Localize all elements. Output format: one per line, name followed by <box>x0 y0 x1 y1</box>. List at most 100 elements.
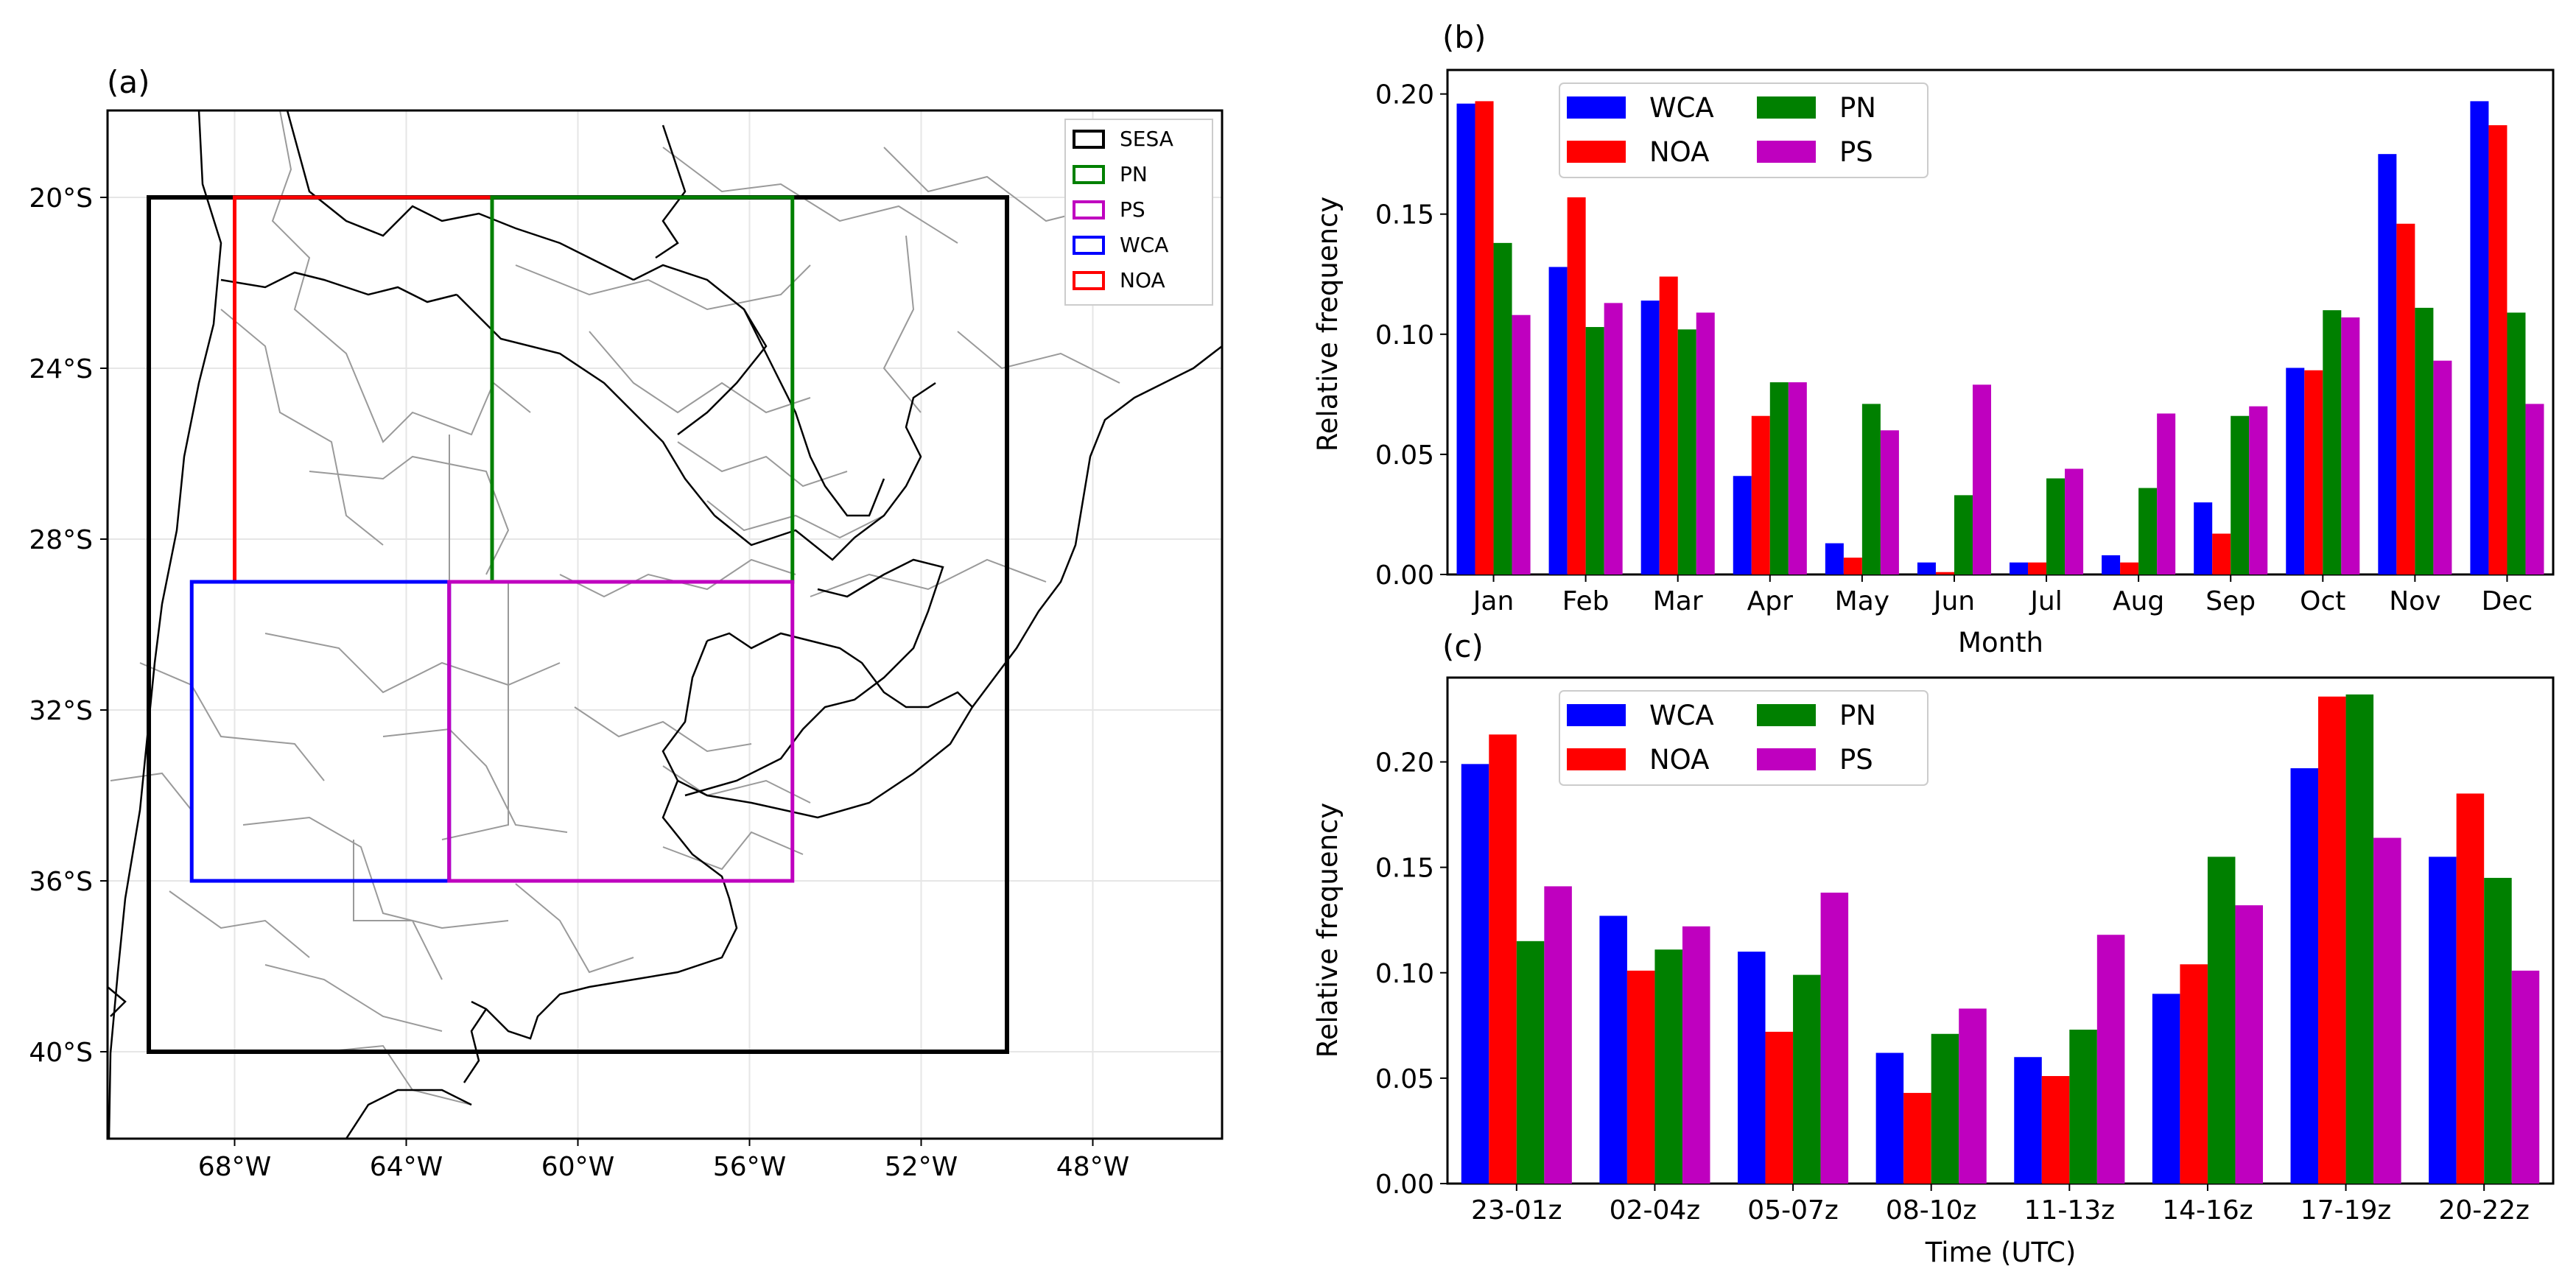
bar-noa-oct <box>2304 370 2323 574</box>
map-frame <box>106 109 1224 1140</box>
legend-label-noa: NOA <box>1649 744 1709 776</box>
bar-wca-oct <box>2286 368 2305 574</box>
bar-wca-jun <box>1917 562 1936 574</box>
bar-ps-oct <box>2341 317 2360 574</box>
legend-swatch-noa <box>1567 141 1626 163</box>
legend-swatch-ps <box>1757 141 1816 163</box>
bar-pn-08-10z <box>1931 1033 1959 1184</box>
bar-ps-sep <box>2249 406 2268 574</box>
map-legend-swatch-pn <box>1073 165 1105 184</box>
bar-pn-05-07z <box>1793 974 1821 1184</box>
y-tick-label: 0.15 <box>1375 200 1434 231</box>
x-tick-label: 17-19z <box>2300 1195 2392 1226</box>
legend-swatch-pn <box>1757 96 1816 119</box>
map-legend-swatch-wca <box>1073 236 1105 255</box>
bar-ps-may <box>1880 430 1899 574</box>
bar-wca-jul <box>2010 562 2029 574</box>
map-legend-label-pn: PN <box>1120 162 1148 186</box>
panel-a-label: (a) <box>107 64 150 100</box>
y-tick-label: 0.20 <box>1375 80 1434 110</box>
bar-noa-sep <box>2212 533 2231 574</box>
legend-label-noa: NOA <box>1649 136 1709 168</box>
map-y-tick-label: 24°S <box>29 354 93 384</box>
chart-b-legend-box <box>1559 82 1929 178</box>
bar-noa-aug <box>2120 562 2139 574</box>
y-tick-label: 0.05 <box>1375 440 1434 471</box>
bar-wca-sep <box>2194 502 2213 574</box>
x-tick-label: 08-10z <box>1886 1195 1977 1226</box>
map-legend-swatch-sesa <box>1073 130 1105 149</box>
y-tick-label: 0.10 <box>1375 959 1434 989</box>
map-legend-swatch-ps <box>1073 200 1105 219</box>
bar-ps-05-07z <box>1820 892 1849 1184</box>
x-tick-label: 05-07z <box>1747 1195 1839 1226</box>
x-tick-label: 11-13z <box>2024 1195 2116 1226</box>
map-legend-label-ps: PS <box>1120 197 1145 222</box>
bar-chart-hourly: (c) Relative frequency Time (UTC) 0.000.… <box>1312 628 2555 1268</box>
y-tick-label: 0.20 <box>1375 748 1434 778</box>
bar-wca-14-16z <box>2152 994 2180 1184</box>
bar-pn-aug <box>2138 488 2158 574</box>
bar-ps-20-22z <box>2511 970 2540 1184</box>
map-y-tick-label: 20°S <box>29 183 93 214</box>
panel-c-label: (c) <box>1442 628 1484 664</box>
y-tick-label: 0.00 <box>1375 1170 1434 1200</box>
map-y-tick-label: 36°S <box>29 867 93 897</box>
bar-noa-nov <box>2396 223 2415 574</box>
panel-b-xlabel: Month <box>1958 627 2043 658</box>
map-legend-label-sesa: SESA <box>1120 127 1173 151</box>
chart-b-frame <box>1446 68 2555 576</box>
bar-noa-dec <box>2488 125 2507 574</box>
chart-c-plot: 0.00 0.05 0.10 0.15 0.20 23-01z 02-04z 05-07z 08… <box>1375 676 2555 1226</box>
bar-wca-02-04z <box>1599 915 1627 1184</box>
bar-wca-may <box>1825 543 1844 574</box>
bar-ps-11-13z <box>2096 935 2125 1184</box>
bar-noa-feb <box>1567 197 1586 574</box>
x-tick-label: Nov <box>2389 586 2440 616</box>
panel-b-ylabel: Relative frequency <box>1312 197 1344 452</box>
bar-noa-17-19z <box>2318 696 2346 1184</box>
bar-pn-dec <box>2507 312 2526 574</box>
x-tick-label: Mar <box>1653 586 1703 616</box>
bar-pn-oct <box>2323 310 2342 574</box>
chart-c-frame <box>1446 676 2555 1185</box>
bar-wca-11-13z <box>2014 1057 2042 1184</box>
x-tick-label: 20-22z <box>2438 1195 2530 1226</box>
bar-noa-jul <box>2028 562 2047 574</box>
bar-wca-08-10z <box>1875 1052 1904 1184</box>
y-tick-label: 0.15 <box>1375 854 1434 884</box>
bar-wca-20-22z <box>2429 857 2457 1184</box>
x-tick-label: Jun <box>1932 586 1975 616</box>
bar-noa-jan <box>1475 101 1494 574</box>
bar-wca-apr <box>1733 476 1752 574</box>
bar-wca-dec <box>2470 101 2489 574</box>
x-tick-label: Feb <box>1562 586 1610 616</box>
map-x-tick-label: 60°W <box>541 1152 614 1182</box>
legend-label-wca: WCA <box>1649 92 1714 124</box>
bar-pn-20-22z <box>2484 877 2512 1184</box>
map-y-tick-label: 28°S <box>29 525 93 555</box>
map-legend-label-wca: WCA <box>1120 233 1168 257</box>
map-x-tick-label: 64°W <box>370 1152 443 1182</box>
map-x-tick-label: 68°W <box>198 1152 271 1182</box>
x-tick-label: Dec <box>2482 586 2533 616</box>
bar-noa-jun <box>1935 572 1954 574</box>
panel-b-label: (b) <box>1442 19 1486 55</box>
bar-ps-17-19z <box>2373 837 2401 1184</box>
legend-swatch-pn <box>1757 704 1816 726</box>
chart-b-plot: 0.00 0.05 0.10 0.15 0.20 Jan Feb Mar Apr May Jun Ju… <box>1375 68 2555 616</box>
bar-ps-aug <box>2157 413 2176 574</box>
x-tick-label: Apr <box>1747 586 1793 616</box>
bar-pn-17-19z <box>2345 694 2374 1184</box>
bar-wca-jan <box>1456 103 1475 574</box>
legend-label-pn: PN <box>1839 92 1876 124</box>
legend-swatch-noa <box>1567 748 1626 770</box>
bar-ps-mar <box>1696 312 1715 574</box>
y-tick-label: 0.00 <box>1375 560 1434 591</box>
bar-noa-apr <box>1751 415 1770 574</box>
bar-ps-jan <box>1512 314 1531 574</box>
bar-wca-mar <box>1640 300 1660 574</box>
panel-c-ylabel: Relative frequency <box>1312 803 1344 1058</box>
bar-noa-may <box>1843 558 1862 574</box>
bar-pn-02-04z <box>1654 949 1682 1184</box>
